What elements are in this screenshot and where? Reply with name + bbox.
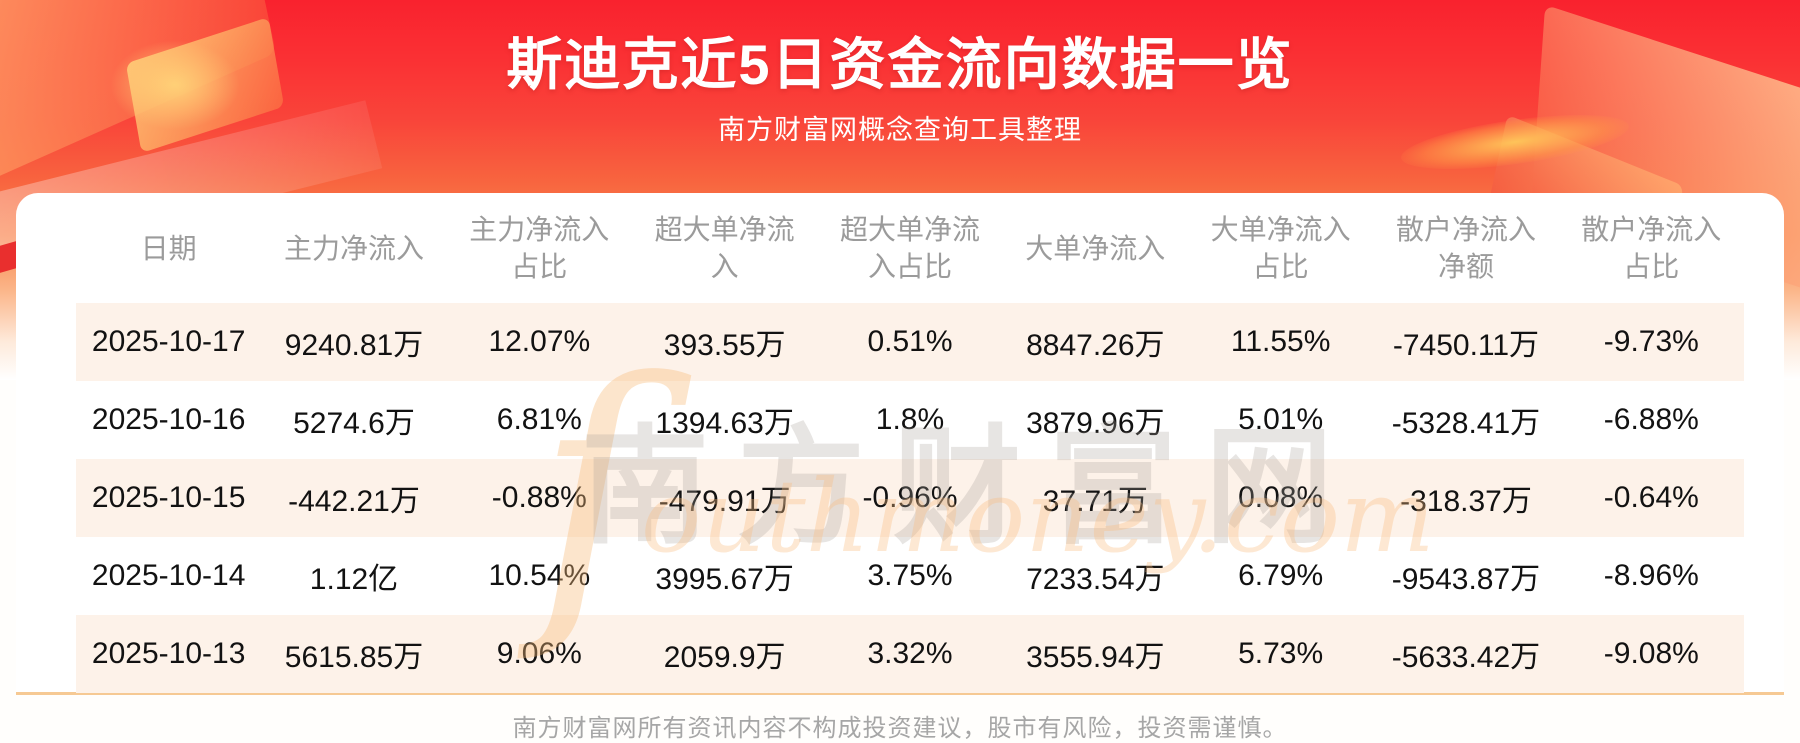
table-row: 2025-10-15 -442.21万 -0.88% -479.91万 -0.9… — [76, 459, 1744, 537]
column-header-label: 日期 — [140, 232, 197, 264]
column-header-label: 超大单净流入占比 — [839, 214, 980, 282]
cell-main-net-inflow-ratio: 10.54% — [488, 559, 591, 592]
cell-large-order-net-inflow-ratio: 6.79% — [1238, 559, 1324, 592]
cell-xl-order-net-inflow: 3995.67万 — [655, 563, 794, 596]
cell-date: 2025-10-14 — [91, 559, 246, 592]
column-header-retail-net-inflow-ratio: 散户净流入占比 — [1559, 193, 1744, 303]
cell-retail-net-inflow-ratio: -6.88% — [1603, 403, 1699, 436]
column-header-xl-order-net-inflow-ratio: 超大单净流入占比 — [817, 193, 1002, 303]
data-card: ſ 南方财富网 outhmoney.com 日期 主力净流入 主力净流入占比 超… — [16, 193, 1784, 695]
cell-main-net-inflow: 9240.81万 — [284, 329, 424, 362]
cell-xl-order-net-inflow-ratio: -0.96% — [862, 481, 958, 514]
column-header-retail-net-inflow: 散户净流入净额 — [1373, 193, 1558, 303]
cell-retail-net-inflow-ratio: -8.96% — [1603, 559, 1699, 592]
page-subtitle: 南方财富网概念查询工具整理 — [718, 115, 1082, 145]
cell-xl-order-net-inflow: 1394.63万 — [655, 407, 794, 440]
column-header-xl-order-net-inflow: 超大单净流入 — [632, 193, 817, 303]
column-header-label: 大单净流入 — [1025, 232, 1166, 264]
cell-date: 2025-10-16 — [91, 403, 246, 436]
cell-retail-net-inflow: -318.37万 — [1400, 485, 1532, 518]
cell-retail-net-inflow: -7450.11万 — [1392, 329, 1540, 362]
cell-main-net-inflow-ratio: 6.81% — [496, 403, 582, 436]
table-row: 2025-10-17 9240.81万 12.07% 393.55万 0.51%… — [76, 303, 1744, 381]
cell-large-order-net-inflow: 8847.26万 — [1026, 329, 1165, 362]
cell-large-order-net-inflow-ratio: 0.08% — [1238, 481, 1324, 514]
cell-large-order-net-inflow-ratio: 11.55% — [1230, 325, 1331, 358]
cell-xl-order-net-inflow: -479.91万 — [658, 485, 791, 518]
column-header-date: 日期 — [76, 193, 261, 303]
column-header-large-order-net-inflow: 大单净流入 — [1003, 193, 1188, 303]
column-header-label: 散户净流入占比 — [1581, 214, 1722, 282]
table-body: 2025-10-17 9240.81万 12.07% 393.55万 0.51%… — [76, 303, 1744, 693]
cell-xl-order-net-inflow: 393.55万 — [663, 329, 786, 362]
cell-main-net-inflow-ratio: 12.07% — [488, 325, 591, 358]
cell-large-order-net-inflow: 3555.94万 — [1026, 641, 1165, 674]
column-header-label: 主力净流入占比 — [469, 214, 610, 282]
column-header-label: 主力净流入 — [283, 232, 424, 264]
column-header-label: 大单净流入占比 — [1210, 214, 1351, 282]
table-row: 2025-10-16 5274.6万 6.81% 1394.63万 1.8% 3… — [76, 381, 1744, 459]
cell-retail-net-inflow-ratio: -9.08% — [1603, 637, 1699, 670]
cell-xl-order-net-inflow-ratio: 3.75% — [867, 559, 953, 592]
footer-disclaimer: 南方财富网所有资讯内容不构成投资建议，股市有风险，投资需谨慎。 — [512, 715, 1288, 742]
column-header-large-order-net-inflow-ratio: 大单净流入占比 — [1188, 193, 1373, 303]
cell-xl-order-net-inflow: 2059.9万 — [663, 641, 786, 674]
cell-main-net-inflow-ratio: 9.06% — [496, 637, 582, 670]
column-header-main-net-inflow: 主力净流入 — [261, 193, 446, 303]
cell-main-net-inflow-ratio: -0.88% — [491, 481, 587, 514]
cell-date: 2025-10-13 — [91, 637, 246, 670]
page-title: 斯迪克近5日资金流向数据一览 — [506, 33, 1294, 96]
table-row: 2025-10-14 1.12亿 10.54% 3995.67万 3.75% 7… — [76, 537, 1744, 615]
cell-xl-order-net-inflow-ratio: 0.51% — [867, 325, 953, 358]
cell-xl-order-net-inflow-ratio: 3.32% — [867, 637, 953, 670]
cell-main-net-inflow: 5274.6万 — [293, 407, 415, 440]
cell-retail-net-inflow: -5328.41万 — [1391, 407, 1541, 440]
cell-retail-net-inflow: -9543.87万 — [1391, 563, 1541, 596]
cell-date: 2025-10-15 — [91, 481, 246, 514]
cell-large-order-net-inflow: 7233.54万 — [1026, 563, 1165, 596]
column-header-label: 超大单净流入 — [654, 214, 795, 282]
column-header-label: 散户净流入净额 — [1395, 214, 1536, 282]
cell-retail-net-inflow: -5633.42万 — [1391, 641, 1541, 674]
column-header-main-net-inflow-ratio: 主力净流入占比 — [447, 193, 632, 303]
fund-flow-table: 日期 主力净流入 主力净流入占比 超大单净流入 超大单净流入占比 大单净流入 大… — [76, 193, 1744, 693]
cell-large-order-net-inflow: 3879.96万 — [1026, 407, 1165, 440]
cell-main-net-inflow: -442.21万 — [288, 485, 420, 518]
cell-main-net-inflow: 5615.85万 — [284, 641, 424, 674]
cell-large-order-net-inflow: 37.71万 — [1042, 485, 1148, 518]
cell-retail-net-inflow-ratio: -0.64% — [1603, 481, 1699, 514]
table-row: 2025-10-13 5615.85万 9.06% 2059.9万 3.32% … — [76, 615, 1744, 693]
cell-retail-net-inflow-ratio: -9.73% — [1603, 325, 1699, 358]
cell-main-net-inflow: 1.12亿 — [309, 563, 399, 596]
cell-large-order-net-inflow-ratio: 5.73% — [1238, 637, 1324, 670]
cell-large-order-net-inflow-ratio: 5.01% — [1238, 403, 1324, 436]
table-header-row: 日期 主力净流入 主力净流入占比 超大单净流入 超大单净流入占比 大单净流入 大… — [76, 193, 1744, 303]
cell-date: 2025-10-17 — [91, 325, 246, 358]
table-header: 日期 主力净流入 主力净流入占比 超大单净流入 超大单净流入占比 大单净流入 大… — [76, 193, 1744, 303]
cell-xl-order-net-inflow-ratio: 1.8% — [875, 403, 945, 436]
